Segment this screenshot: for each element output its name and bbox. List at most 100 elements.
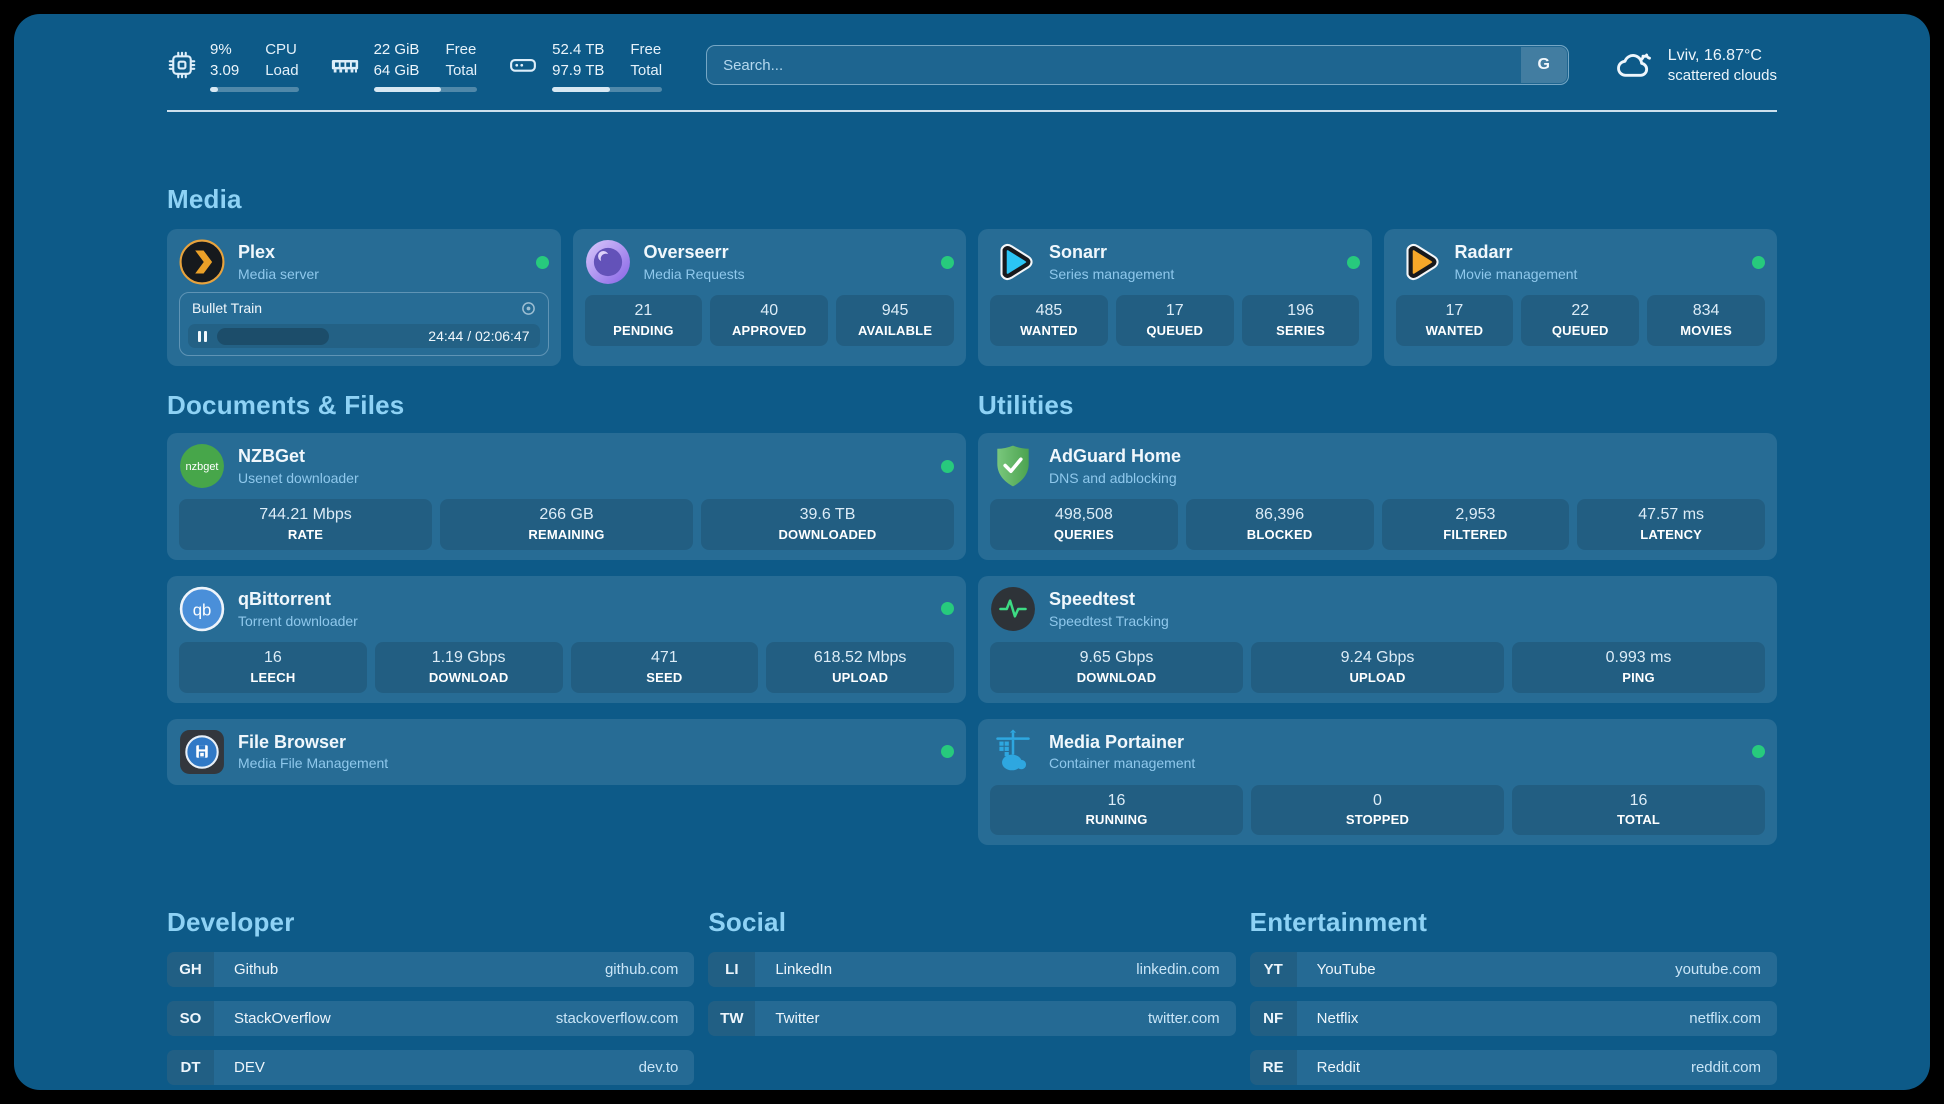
bookmark-abbr: RE [1249,1050,1297,1086]
bookmark-url: stackoverflow.com [555,1010,679,1028]
stat-series: 196 SERIES [1241,295,1360,346]
memory-labels: Free Total [445,40,478,79]
stat-download: 1.19 Gbps DOWNLOAD [374,641,563,693]
bookmark-github[interactable]: GH Github github.com [167,952,695,988]
bookmark-linkedin[interactable]: LI LinkedIn linkedin.com [708,952,1236,988]
app-card-overseerr[interactable]: Overseerr Media Requests 21 PENDING 40 APP… [572,229,966,366]
app-subtitle: Media File Management [238,755,389,772]
app-subtitle: Speedtest Tracking [1049,612,1169,629]
section-title-media: Media [167,184,242,214]
stat-running: 16 RUNNING [990,784,1243,836]
status-online-dot [941,602,954,616]
stat-rate: 744.21 Mbps RATE [179,499,432,550]
bookmark-reddit[interactable]: RE Reddit reddit.com [1249,1050,1777,1086]
status-online-dot [535,255,549,269]
stat-upload: 9.24 Gbps UPLOAD [1251,641,1504,693]
stat-stopped: 0 STOPPED [1251,784,1504,836]
app-card-speedtest[interactable]: Speedtest Speedtest Tracking 9.65 Gbps DO… [978,575,1777,703]
app-card-sonarr[interactable]: Sonarr Series management 485 WANTED 17 QUE… [978,229,1372,366]
cpu-icon [167,50,197,80]
stat-leech: 16 LEECH [179,641,367,693]
bookmark-name: Github [234,961,279,979]
bookmark-dev[interactable]: DT DEV dev.to [167,1050,695,1086]
bookmark-url: reddit.com [1690,1059,1761,1077]
stat-queries: 498,508 QUERIES [990,499,1178,550]
disk-icon [507,50,539,80]
bookmark-name: DEV [234,1059,265,1077]
seek-pill[interactable] [217,327,329,345]
app-card-filebrowser[interactable]: File Browser Media File Management [167,718,966,785]
svg-text:nzbget: nzbget [186,461,219,473]
app-title: Media Portainer [1049,731,1185,752]
bookmark-name: Reddit [1316,1059,1361,1077]
bookmark-name: StackOverflow [234,1010,331,1028]
storage-labels: Free Total [630,40,663,79]
app-subtitle: Series management [1049,265,1175,282]
adguard-icon [990,443,1036,489]
cpu-stat: 9% 3.09 CPU Load [167,39,299,92]
ram-icon [329,50,361,80]
player-settings-icon[interactable] [521,301,536,316]
bookmark-youtube[interactable]: YT YouTube youtube.com [1249,952,1777,988]
cloud-icon [1613,46,1655,84]
portainer-icon [990,729,1036,775]
storage-progress-bar [552,86,663,92]
stat-latency: 47.57 ms LATENCY [1577,499,1765,550]
stat-downloaded: 39.6 TB DOWNLOADED [701,499,954,550]
stat-download: 9.65 Gbps DOWNLOAD [990,641,1243,693]
bookmark-name: YouTube [1316,961,1376,979]
app-title: Speedtest [1049,589,1136,609]
app-subtitle: DNS and adblocking [1049,469,1177,486]
status-online-dot [1752,255,1765,269]
status-online-dot [1752,745,1765,759]
plex-icon [179,239,225,285]
app-title: File Browser [238,731,347,752]
bookmark-url: netflix.com [1689,1010,1761,1028]
app-card-radarr[interactable]: Radarr Movie management 17 WANTED 22 QUEUE… [1383,229,1777,366]
stat-ping: 0.993 ms PING [1512,641,1765,693]
app-card-nzbget[interactable]: nzbget NZBGet Usenet downloader 74 [167,433,966,560]
bookmark-url: linkedin.com [1136,961,1220,979]
app-title: Overseerr [643,242,729,263]
bookmark-abbr: YT [1249,952,1297,988]
speedtest-icon [990,586,1036,632]
stat-total: 16 TOTAL [1512,784,1765,836]
header-divider [167,110,1777,112]
bookmark-abbr: LI [708,952,756,988]
search-engine-button[interactable]: G [1520,47,1567,83]
weather-condition: scattered clouds [1667,66,1777,84]
bookmark-url: youtube.com [1675,961,1761,979]
bookmark-twitter[interactable]: TW Twitter twitter.com [708,1001,1236,1037]
nzbget-icon: nzbget [179,443,225,489]
app-card-adguard[interactable]: AdGuard Home DNS and adblocking 498,508 Q… [978,433,1777,560]
stat-pending: 21 PENDING [584,295,703,346]
app-card-plex[interactable]: Plex Media server Bullet Train [167,229,561,366]
pause-icon[interactable] [198,330,207,342]
memory-values: 22 GiB 64 GiB [373,40,420,79]
search-bar: G [706,45,1569,85]
section-title-utilities: Utilities [978,390,1074,420]
stat-seed: 471 SEED [570,641,759,693]
bookmarks-developer: Developer GH Github github.com SO StackO… [167,907,695,1086]
app-card-qbittorrent[interactable]: qb qBittorrent Torrent downloader [167,575,966,703]
plex-now-playing: Bullet Train 24:44 / 02:06:47 [179,292,549,356]
bookmark-name: LinkedIn [775,961,833,979]
section-title-entertainment: Entertainment [1249,907,1428,938]
bookmark-stackoverflow[interactable]: SO StackOverflow stackoverflow.com [167,1001,695,1037]
player-time: 24:44 / 02:06:47 [428,328,530,344]
system-stats: 9% 3.09 CPU Load [167,39,663,92]
app-subtitle: Usenet downloader [238,469,359,486]
app-title: qBittorrent [238,589,331,609]
search-input[interactable] [706,45,1569,85]
stat-queued: 17 QUEUED [1115,295,1234,346]
status-online-dot [1346,255,1360,269]
stat-available: 945 AVAILABLE [836,295,954,346]
cpu-progress-bar [210,86,299,92]
stat-remaining: 266 GB REMAINING [440,499,693,550]
bookmark-url: twitter.com [1147,1010,1220,1028]
bookmark-abbr: NF [1249,1001,1297,1037]
app-title: Radarr [1454,242,1513,263]
bookmark-netflix[interactable]: NF Netflix netflix.com [1249,1001,1777,1037]
app-card-portainer[interactable]: Media Portainer Container management 16 R… [978,718,1777,846]
section-title-documents: Documents & Files [167,390,405,420]
